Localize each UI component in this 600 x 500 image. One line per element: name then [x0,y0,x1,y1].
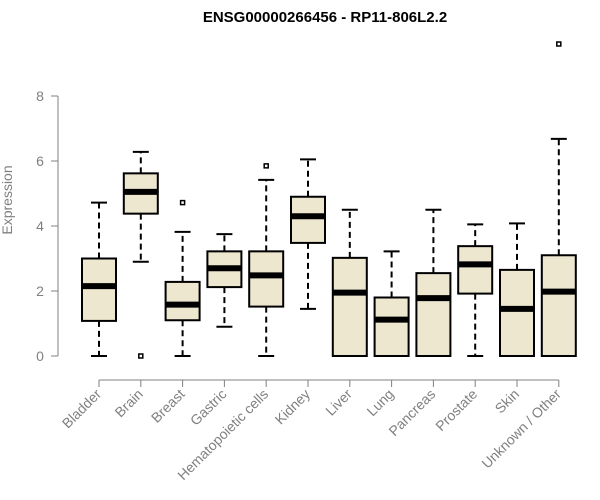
box-body [457,245,494,295]
y-tick-label: 0 [36,348,44,364]
outlier-point [556,41,562,47]
box-body [290,195,326,244]
y-tick-label: 4 [36,218,44,234]
outlier-point [263,163,269,169]
box-7 [373,250,410,357]
box-body [164,280,201,322]
x-tick-label: Unknown / Other [478,386,564,472]
box-9 [457,223,494,357]
x-tick-label: Brain [111,386,145,420]
x-tick-label: Bladder [59,386,105,432]
x-tick-label: Skin [492,386,523,417]
box-body [81,257,117,322]
x-tick-label: Prostate [432,386,480,434]
x-tick-label: Liver [322,386,355,419]
x-tick-label: Kidney [272,386,314,428]
box-body [540,254,577,357]
box-1 [122,150,159,359]
box-11 [540,41,577,357]
y-tick-label: 2 [36,283,44,299]
box-3 [206,233,243,328]
box-2 [164,199,201,357]
box-0 [81,201,117,357]
box-body [373,296,410,357]
box-6 [331,208,368,358]
box-4 [248,163,285,357]
x-tick-label: Breast [148,386,188,426]
y-axis-label: Expression [0,165,15,234]
box-body [331,256,368,358]
y-tick-label: 8 [36,88,44,104]
box-8 [415,208,452,357]
box-10 [499,222,535,357]
outlier-point [179,199,186,206]
y-axis: 0 2 4 6 8 [36,88,59,364]
box-body [499,268,535,357]
box-group [81,41,577,359]
box-5 [290,158,326,310]
box-body [415,272,452,357]
chart-title: ENSG00000266456 - RP11-806L2.2 [203,9,447,26]
y-tick-label: 6 [36,153,44,169]
x-tick-label: Lung [363,386,396,419]
box-body [248,250,285,308]
outlier-point [138,353,144,359]
